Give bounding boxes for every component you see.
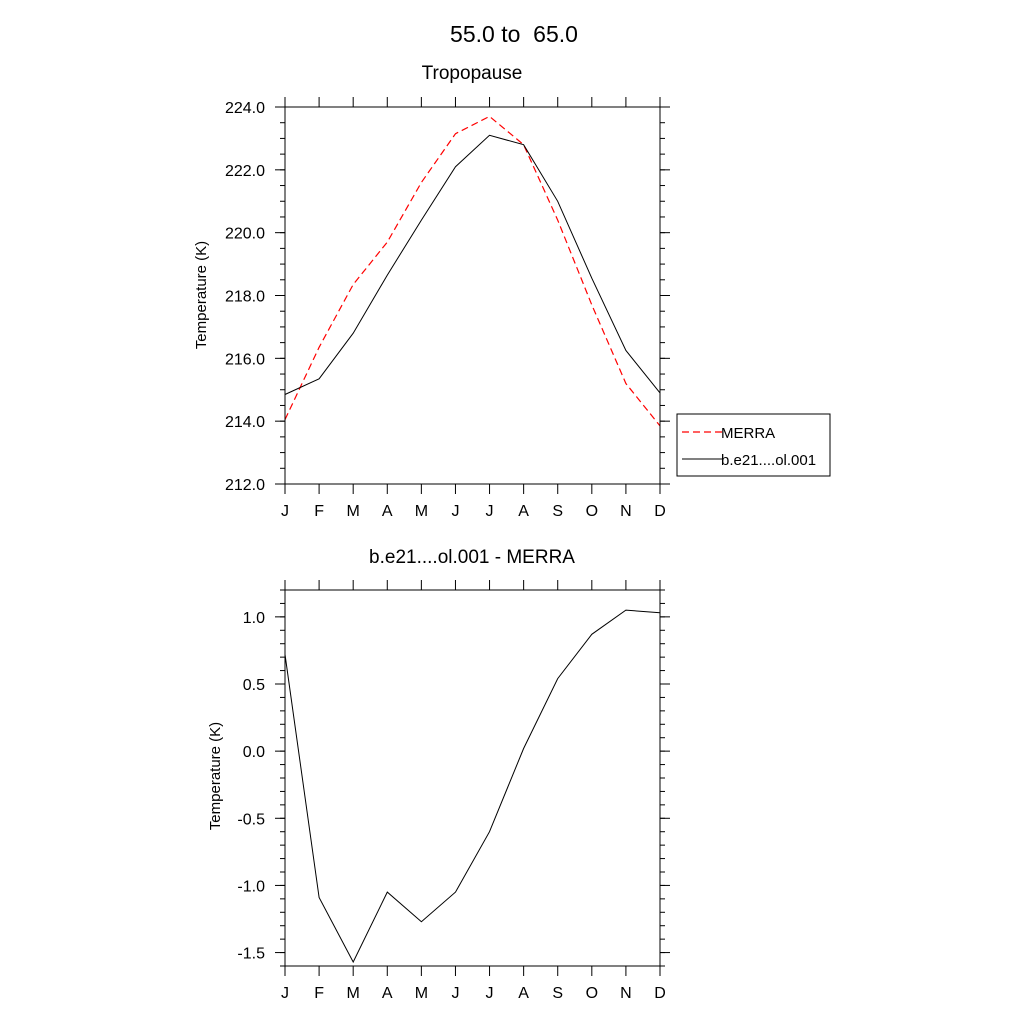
bottom-plot-frame <box>284 589 661 967</box>
bottom-x-tick-label: O <box>586 985 598 1002</box>
legend-merra-label: MERRA <box>721 425 775 442</box>
legend-box <box>676 413 831 477</box>
tropopause-title: Tropopause <box>422 63 523 84</box>
top-y-axis-label: Temperature (K) <box>193 241 210 349</box>
bottom-x-tick-label: M <box>347 985 360 1002</box>
tropopause-panel: Tropopause Temperature (K) J F M A M J J A S O N D 2… <box>193 63 831 520</box>
top-x-tick-label: O <box>586 503 598 520</box>
difference-title: b.e21....ol.001 - MERRA <box>369 547 575 568</box>
bottom-x-tick-label: J <box>281 985 289 1002</box>
bottom-x-tick-label: S <box>552 985 563 1002</box>
top-y-tick-label: 218.0 <box>225 289 265 306</box>
bottom-x-tick-label: D <box>654 985 666 1002</box>
top-x-tick-label: A <box>382 503 393 520</box>
bottom-series-difference-line <box>284 609 661 964</box>
top-x-tick-label: N <box>620 503 632 520</box>
top-x-tick-label: S <box>552 503 563 520</box>
bottom-x-tick-label: A <box>382 985 393 1002</box>
difference-panel: b.e21....ol.001 - MERRA Temperature (K) … <box>207 547 670 1002</box>
top-x-tick-label: M <box>347 503 360 520</box>
bottom-y-tick-label: 0.0 <box>243 744 265 761</box>
top-x-tick-label: F <box>314 503 324 520</box>
bottom-axis-ticks: J F M A M J J A S O N D -1.5 -1.0 -0.5 0.0 0.5 1.0 <box>237 580 670 1002</box>
top-series-lines <box>284 115 661 427</box>
top-y-tick-label: 222.0 <box>225 163 265 180</box>
top-y-tick-label: 224.0 <box>225 100 265 117</box>
page-title: 55.0 to 65.0 <box>450 21 578 47</box>
top-y-tick-label: 216.0 <box>225 351 265 368</box>
legend-model-label: b.e21....ol.001 <box>721 452 816 469</box>
bottom-series-lines <box>284 609 661 964</box>
top-plot-frame <box>284 106 661 485</box>
bottom-x-tick-label: A <box>518 985 529 1002</box>
bottom-x-tick-label: J <box>486 985 494 1002</box>
top-x-tick-label: J <box>451 503 459 520</box>
top-x-tick-label: A <box>518 503 529 520</box>
top-x-tick-label: J <box>281 503 289 520</box>
top-series-merra-line <box>284 115 661 427</box>
bottom-x-tick-label: F <box>314 985 324 1002</box>
top-y-tick-label: 212.0 <box>225 477 265 494</box>
top-axis-ticks: J F M A M J J A S O N D 212.0 214.0 216.0 218.0 220.0 222… <box>225 97 670 520</box>
top-x-tick-label: J <box>486 503 494 520</box>
bottom-y-tick-label: -0.5 <box>237 811 265 828</box>
bottom-x-tick-label: N <box>620 985 632 1002</box>
top-y-tick-label: 214.0 <box>225 414 265 431</box>
legend: MERRA b.e21....ol.001 <box>676 413 831 477</box>
top-series-b-e21-ol-001-line <box>284 134 661 395</box>
top-x-tick-label: D <box>654 503 666 520</box>
top-x-tick-label: M <box>415 503 428 520</box>
bottom-x-tick-label: J <box>451 985 459 1002</box>
bottom-y-axis-label: Temperature (K) <box>207 722 224 830</box>
bottom-y-tick-label: 1.0 <box>243 610 265 627</box>
bottom-x-tick-label: M <box>415 985 428 1002</box>
bottom-y-tick-label: -1.5 <box>237 946 265 963</box>
bottom-y-tick-label: 0.5 <box>243 677 265 694</box>
top-y-tick-label: 220.0 <box>225 226 265 243</box>
bottom-y-tick-label: -1.0 <box>237 878 265 895</box>
